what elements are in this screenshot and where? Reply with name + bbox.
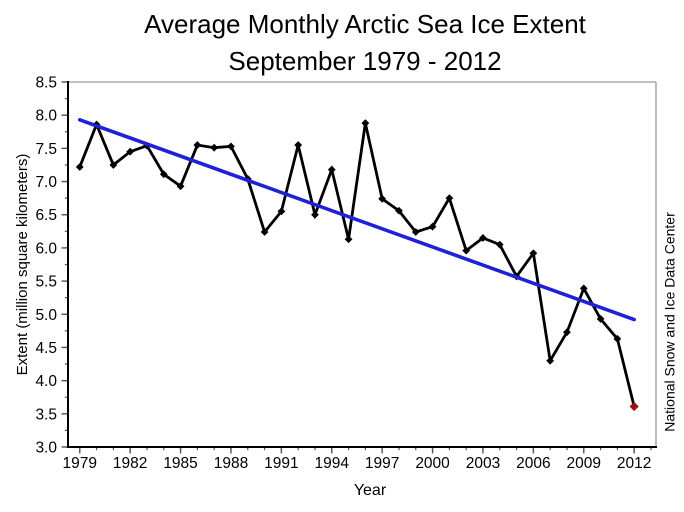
x-tick-label: 1982 xyxy=(113,455,147,472)
data-point-marker xyxy=(294,141,303,149)
data-point-marker xyxy=(159,170,168,179)
data-point-marker xyxy=(613,334,622,343)
data-point-marker xyxy=(395,206,403,215)
chart-title-line2: September 1979 - 2012 xyxy=(228,46,502,76)
data-point-marker xyxy=(126,147,135,156)
x-tick-label: 1985 xyxy=(163,455,197,472)
chart-title-line1: Average Monthly Arctic Sea Ice Extent xyxy=(144,9,586,39)
data-point-marker xyxy=(596,315,605,323)
x-tick-label: 2003 xyxy=(466,455,500,472)
data-point-marker xyxy=(260,228,269,236)
data-point-marker xyxy=(227,142,235,151)
data-point-marker xyxy=(210,143,219,152)
extent-data-line xyxy=(78,120,636,407)
data-point-marker xyxy=(378,194,387,203)
data-point-marker xyxy=(277,207,286,216)
data-point-marker xyxy=(361,119,370,128)
x-tick-label: 2000 xyxy=(415,455,450,472)
x-tick-label: 1991 xyxy=(264,455,298,472)
y-tick-label: 5.5 xyxy=(35,274,57,291)
y-tick-label: 4.5 xyxy=(35,340,57,357)
y-tick-label: 8.0 xyxy=(35,108,57,125)
data-point-marker xyxy=(75,163,84,171)
data-point-marker xyxy=(193,141,202,149)
x-tick-label: 1997 xyxy=(365,455,399,472)
data-point-marker xyxy=(529,249,538,258)
x-tick-label: 1988 xyxy=(214,455,248,472)
data-point-marker xyxy=(109,161,118,169)
y-tick-label: 3.0 xyxy=(35,440,57,457)
data-point-marker xyxy=(327,165,336,174)
y-tick-label: 5.0 xyxy=(35,307,57,324)
x-tick-label: 2012 xyxy=(617,455,651,472)
x-tick-label: 1994 xyxy=(315,455,350,472)
y-tick-label: 3.5 xyxy=(35,406,57,423)
data-point-marker xyxy=(479,234,487,242)
x-tick-label: 2009 xyxy=(567,455,601,472)
y-tick-label: 6.0 xyxy=(35,240,57,257)
data-point-marker xyxy=(176,182,185,191)
data-point-marker xyxy=(445,194,454,203)
data-point-marker xyxy=(311,210,319,219)
x-tick-label: 1979 xyxy=(63,455,97,472)
y-tick-label: 7.0 xyxy=(35,174,57,191)
x-tick-label: 2006 xyxy=(516,455,550,472)
y-tick-label: 8.5 xyxy=(35,75,57,92)
data-point-marker xyxy=(344,235,353,244)
record-low-marker xyxy=(629,401,639,412)
data-point-marker xyxy=(428,222,437,231)
data-point-marker xyxy=(546,356,555,365)
data-source-credit: National Snow and Ice Data Center xyxy=(661,212,678,432)
y-tick-label: 7.5 xyxy=(35,141,57,158)
data-point-marker xyxy=(462,246,471,255)
trend-line xyxy=(77,118,636,322)
data-point-marker xyxy=(495,240,504,249)
data-point-marker xyxy=(411,228,420,236)
chart-title: Average Monthly Arctic Sea Ice Extent Se… xyxy=(40,6,684,80)
y-tick-label: 6.5 xyxy=(35,207,57,224)
data-point-marker xyxy=(579,284,588,293)
data-point-marker xyxy=(563,328,571,337)
y-tick-label: 4.0 xyxy=(35,373,57,390)
x-axis-label: Year xyxy=(353,482,387,499)
